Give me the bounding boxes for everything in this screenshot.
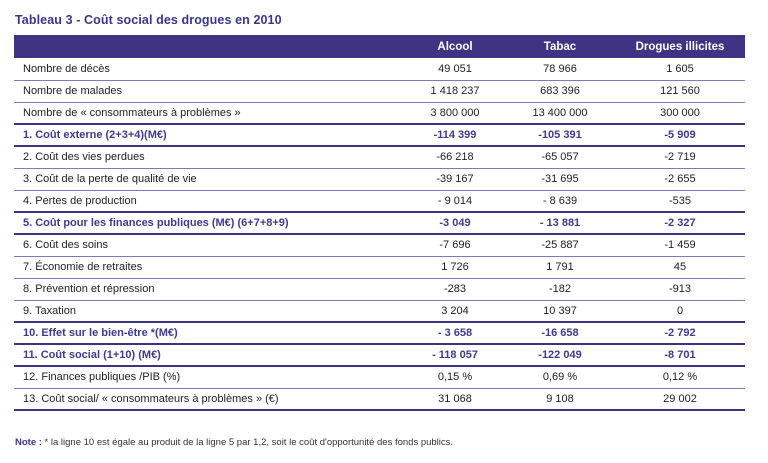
cell-tabac: 13 400 000	[532, 106, 588, 119]
row-label: 1. Coût externe (2+3+4)(M€)	[23, 129, 167, 141]
cell-tabac: -31 695	[541, 173, 579, 185]
row-label: 10. Effet sur le bien-être *(M€)	[23, 327, 178, 339]
row-label: Nombre de décès	[23, 62, 110, 75]
row-label: 6. Coût des soins	[23, 239, 108, 252]
row-label: 9. Taxation	[23, 304, 77, 317]
cell-alcool: 3 204	[441, 304, 469, 317]
table-row: Nombre de « consommateurs à problèmes » …	[14, 102, 745, 124]
header-cell-drogues-illicites: Drogues illicites	[615, 35, 745, 58]
footnote-prefix: Note :	[15, 437, 42, 448]
cell-tabac: - 8 639	[542, 194, 578, 207]
cell-alcool: 1 418 237	[430, 85, 480, 97]
table-row-section: 11. Coût social (1+10) (M€) - 118 057 -1…	[14, 344, 745, 366]
table-row-section: 1. Coût externe (2+3+4)(M€) -114 399 -10…	[14, 124, 745, 146]
cell-tabac: -122 049	[538, 349, 582, 361]
cell-tabac: -105 391	[538, 129, 582, 141]
cell-tabac: 0,69 %	[542, 371, 578, 384]
table-row: 3. Coût de la perte de qualité de vie -3…	[14, 168, 745, 190]
cell-alcool: 0,15 %	[437, 371, 473, 384]
row-label: 13. Coût social/ « consommateurs à probl…	[23, 392, 279, 405]
cell-alcool: -114 399	[433, 129, 477, 141]
cell-alcool: 49 051	[438, 62, 472, 75]
row-label: 4. Pertes de production	[23, 194, 137, 207]
cell-tabac: -182	[548, 283, 572, 295]
table-row: 13. Coût social/ « consommateurs à probl…	[14, 388, 745, 410]
row-label: 12. Finances publiques /PIB (%)	[23, 371, 181, 384]
cell-drogues: 45	[673, 261, 687, 273]
cell-tabac: 683 396	[540, 85, 580, 97]
cell-drogues: 1 605	[666, 62, 694, 75]
row-label: 2. Coût des vies perdues	[23, 151, 145, 164]
table-body: Nombre de décès 49 051 78 966 1 605 Nomb…	[14, 58, 745, 410]
cell-drogues: -2 792	[664, 327, 696, 339]
table-row: Nombre de malades 1 418 237 683 396 121 …	[14, 80, 745, 102]
cell-drogues: -1 459	[664, 239, 696, 252]
cost-table: Alcool Tabac Drogues illicites Nombre de…	[14, 35, 745, 411]
cell-tabac: 1 791	[546, 261, 574, 273]
cell-alcool: - 3 658	[437, 327, 473, 339]
cell-alcool: -39 167	[436, 173, 474, 185]
cell-drogues: -8 701	[664, 349, 696, 361]
row-label: 5. Coût pour les finances publiques (M€)…	[23, 217, 289, 229]
row-label: 11. Coût social (1+10) (M€)	[23, 349, 161, 361]
cell-alcool: -3 049	[439, 217, 471, 229]
header-cell-alcool: Alcool	[405, 35, 505, 58]
cell-tabac: 10 397	[543, 304, 577, 317]
cell-drogues: -2 655	[664, 173, 696, 185]
cell-alcool: -7 696	[439, 239, 471, 252]
header-row: Alcool Tabac Drogues illicites	[14, 35, 745, 58]
cell-alcool: - 118 057	[432, 349, 478, 361]
cell-drogues: -913	[668, 283, 692, 295]
cell-drogues: -535	[668, 194, 692, 207]
cell-alcool: -66 218	[436, 151, 474, 164]
cell-drogues: -2 719	[664, 151, 696, 164]
table-header: Alcool Tabac Drogues illicites	[14, 35, 745, 58]
cell-tabac: 78 966	[543, 62, 577, 75]
table-row: 4. Pertes de production - 9 014 - 8 639 …	[14, 190, 745, 212]
header-cell-tabac: Tabac	[505, 35, 615, 58]
table-row: 12. Finances publiques /PIB (%) 0,15 % 0…	[14, 366, 745, 388]
cell-drogues: 0	[676, 304, 684, 317]
row-label: 8. Prévention et répression	[23, 283, 155, 295]
row-label: 7. Économie de retraites	[23, 261, 143, 273]
table-row-section: 10. Effet sur le bien-être *(M€) - 3 658…	[14, 322, 745, 344]
cell-tabac: -16 658	[541, 327, 579, 339]
table-row: 9. Taxation 3 204 10 397 0	[14, 300, 745, 322]
header-cell-empty	[14, 35, 405, 58]
row-label: Nombre de « consommateurs à problèmes »	[23, 106, 241, 119]
row-label: Nombre de malades	[23, 85, 123, 97]
cell-tabac: - 13 881	[539, 217, 581, 229]
cell-drogues: 300 000	[660, 106, 700, 119]
cell-tabac: -65 057	[541, 151, 579, 164]
footnote-text: * la ligne 10 est égale au produit de la…	[41, 437, 454, 448]
cell-alcool: -283	[443, 283, 467, 295]
cell-alcool: 1 726	[441, 261, 469, 273]
cell-tabac: -25 887	[541, 239, 579, 252]
cell-alcool: 3 800 000	[430, 106, 480, 119]
table-row: 8. Prévention et répression -283 -182 -9…	[14, 278, 745, 300]
table-row: 7. Économie de retraites 1 726 1 791 45	[14, 256, 745, 278]
table-row-section: 5. Coût pour les finances publiques (M€)…	[14, 212, 745, 234]
cell-tabac: 9 108	[546, 392, 574, 405]
cell-drogues: 29 002	[663, 392, 697, 405]
footnote: Note : * la ligne 10 est égale au produi…	[15, 437, 453, 448]
cell-drogues: 0,12 %	[662, 371, 698, 384]
cell-drogues: -5 909	[664, 129, 696, 141]
table-row: 6. Coût des soins -7 696 -25 887 -1 459	[14, 234, 745, 256]
cell-alcool: - 9 014	[437, 194, 473, 207]
table-title: Tableau 3 - Coût social des drogues en 2…	[15, 13, 282, 27]
table-row: 2. Coût des vies perdues -66 218 -65 057…	[14, 146, 745, 168]
table-row: Nombre de décès 49 051 78 966 1 605	[14, 58, 745, 80]
cell-alcool: 31 068	[438, 392, 472, 405]
cell-drogues: 121 560	[660, 85, 700, 97]
cell-drogues: -2 327	[664, 217, 696, 229]
row-label: 3. Coût de la perte de qualité de vie	[23, 173, 197, 185]
